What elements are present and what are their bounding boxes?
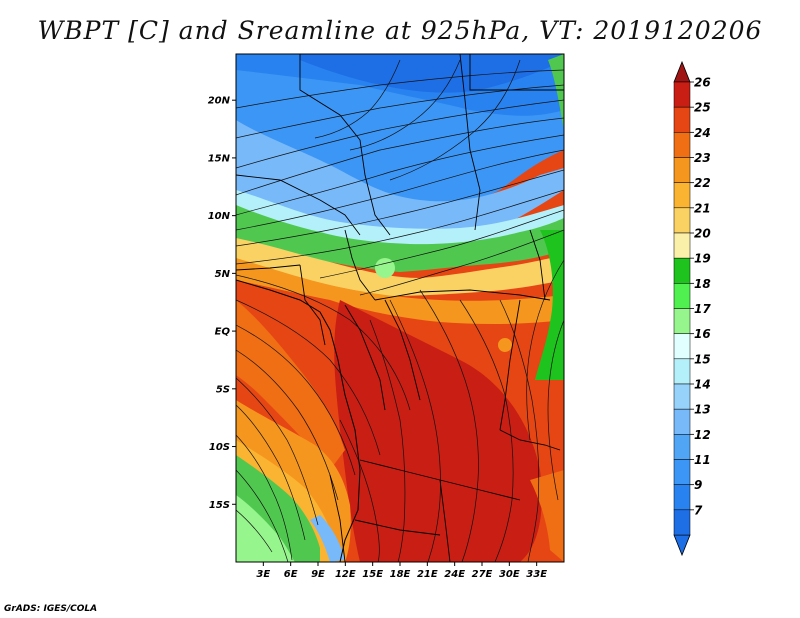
lat-tick-label: 5N	[215, 269, 231, 280]
colorbar-over-triangle	[673, 60, 691, 83]
colorbar-label: 9	[694, 478, 702, 492]
lat-tick-label: 10N	[208, 211, 231, 222]
colorbar-swatch	[673, 484, 691, 511]
colorbar-swatch	[673, 408, 691, 435]
colorbar-under-triangle	[673, 534, 691, 557]
coastline	[236, 279, 361, 562]
colorbar-label: 12	[694, 428, 711, 442]
colorbar-label: 7	[694, 503, 703, 517]
colorbar-swatch	[673, 132, 691, 158]
grads-credit: GrADS: IGES/COLA	[4, 604, 98, 614]
lat-tick-label: 15N	[208, 153, 231, 164]
colorbar-swatch	[673, 81, 691, 108]
colorbar-swatch	[673, 434, 691, 460]
colorbar-swatch	[673, 182, 691, 209]
lat-tick-label: EQ	[215, 327, 231, 338]
colorbar-swatch	[673, 308, 691, 334]
lon-tick-label: 12E	[335, 569, 356, 580]
lon-tick-label: 9E	[311, 569, 325, 580]
country-borders	[236, 54, 564, 562]
colorbar-swatch	[673, 106, 691, 133]
lon-tick-label: 30E	[499, 569, 520, 580]
longitude-axis: 3E 6E 9E 12E 15E 18E 21E 24E 27E 30E 33E	[256, 562, 547, 580]
colorbar-label: 14	[694, 378, 711, 392]
colorbar-label: 22	[694, 176, 711, 190]
colorbar-label: 15	[694, 352, 711, 366]
colorbar-label: 16	[694, 327, 711, 341]
colorbar-swatch	[673, 358, 691, 385]
colorbar-swatch	[673, 383, 691, 410]
colorbar-label: 19	[694, 252, 711, 266]
colorbar-swatch	[673, 509, 691, 536]
lon-tick-label: 3E	[256, 569, 270, 580]
lon-tick-label: 15E	[362, 569, 383, 580]
colorbar-swatch	[673, 283, 691, 309]
colorbar-label: 24	[694, 126, 711, 140]
lon-tick-label: 27E	[472, 569, 493, 580]
colorbar-swatch	[673, 232, 691, 259]
lon-tick-label: 6E	[284, 569, 298, 580]
wbpt-field	[236, 54, 564, 562]
colorbar-label: 26	[694, 76, 711, 90]
lat-tick-label: 10S	[209, 442, 230, 453]
colorbar-label: 23	[694, 151, 711, 165]
colorbar-label: 20	[694, 227, 711, 241]
colorbar: 26 25 24 23 22 21 20 19 18 17 16 15 14 13 12 11 9 7	[673, 60, 711, 557]
colorbar-label: 13	[694, 403, 711, 417]
lat-tick-label: 5S	[216, 384, 230, 395]
colorbar-swatch	[673, 333, 691, 360]
colorbar-label: 18	[694, 277, 711, 291]
lon-tick-label: 24E	[444, 569, 465, 580]
lat-tick-label: 15S	[209, 500, 230, 511]
lat-tick-label: 20N	[208, 96, 231, 107]
colorbar-label: 11	[694, 453, 711, 467]
colorbar-swatch	[673, 157, 691, 183]
colorbar-label: 17	[694, 302, 711, 316]
lon-tick-label: 33E	[526, 569, 547, 580]
latitude-axis: 20N 15N 10N 5N EQ 5S 10S 15S	[208, 96, 236, 511]
colorbar-swatch	[673, 459, 691, 485]
colorbar-swatch	[673, 207, 691, 234]
colorbar-label: 21	[694, 201, 711, 215]
colorbar-label: 25	[694, 101, 711, 115]
colorbar-swatch	[673, 257, 691, 284]
map-title: WBPT [C] and Sreamline at 925hPa, VT: 20…	[37, 16, 763, 45]
lon-tick-label: 18E	[390, 569, 411, 580]
lon-tick-label: 21E	[417, 569, 438, 580]
